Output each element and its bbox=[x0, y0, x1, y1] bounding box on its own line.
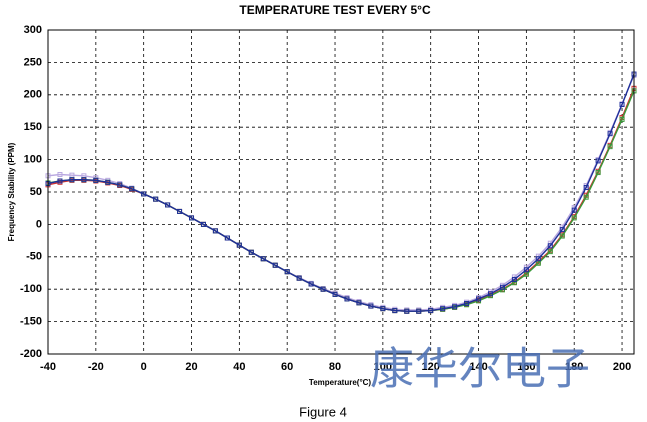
y-tick-label: 250 bbox=[24, 56, 42, 68]
point-marker bbox=[595, 170, 601, 176]
point-marker bbox=[440, 306, 446, 312]
x-tick-label: 0 bbox=[141, 361, 147, 373]
point-marker bbox=[344, 296, 350, 302]
x-tick-label: 140 bbox=[469, 361, 487, 373]
point-marker bbox=[117, 182, 123, 188]
point-marker bbox=[153, 196, 159, 202]
x-tick-label: 20 bbox=[185, 361, 197, 373]
point-marker bbox=[200, 221, 206, 227]
point-marker bbox=[535, 260, 541, 266]
point-marker bbox=[559, 227, 565, 233]
point-marker bbox=[296, 275, 302, 281]
x-axis-label: Temperature(°C) bbox=[309, 378, 372, 387]
x-tick-label: 200 bbox=[613, 361, 631, 373]
x-tick-label: 60 bbox=[281, 361, 293, 373]
x-tick-label: 160 bbox=[517, 361, 535, 373]
point-marker bbox=[320, 286, 326, 292]
point-marker bbox=[129, 186, 135, 192]
x-tick-label: 40 bbox=[233, 361, 245, 373]
point-marker bbox=[511, 280, 517, 286]
y-tick-label: 200 bbox=[24, 89, 42, 101]
point-marker bbox=[69, 172, 75, 178]
point-marker bbox=[511, 276, 517, 282]
point-marker bbox=[535, 256, 541, 262]
point-marker bbox=[212, 228, 218, 234]
point-marker bbox=[356, 300, 362, 306]
x-tick-label: 100 bbox=[374, 361, 392, 373]
y-tick-label: 300 bbox=[24, 24, 42, 36]
y-tick-label: -50 bbox=[26, 251, 42, 263]
point-marker bbox=[392, 308, 398, 314]
point-marker bbox=[332, 291, 338, 297]
point-marker bbox=[547, 249, 553, 255]
x-tick-label: 80 bbox=[329, 361, 341, 373]
y-axis-label: Frequency Stability (PPM) bbox=[7, 142, 16, 241]
point-marker bbox=[595, 158, 601, 164]
point-marker bbox=[547, 243, 553, 249]
y-tick-label: -150 bbox=[20, 316, 42, 328]
y-tick-label: 100 bbox=[24, 154, 42, 166]
plot-frame bbox=[47, 29, 635, 355]
chart-title: TEMPERATURE TEST EVERY 5°C bbox=[239, 3, 431, 17]
point-marker bbox=[428, 308, 434, 314]
point-marker bbox=[523, 271, 529, 277]
point-marker bbox=[165, 202, 171, 208]
series-line bbox=[47, 90, 635, 312]
point-marker bbox=[583, 194, 589, 200]
point-marker bbox=[189, 215, 195, 221]
point-marker bbox=[559, 233, 565, 239]
point-marker bbox=[464, 300, 470, 306]
point-marker bbox=[141, 191, 147, 197]
point-marker bbox=[177, 208, 183, 214]
y-tick-label: -200 bbox=[20, 348, 42, 360]
y-tick-label: 0 bbox=[36, 218, 42, 230]
point-marker bbox=[607, 131, 613, 137]
point-marker bbox=[619, 116, 625, 122]
point-marker bbox=[236, 242, 242, 248]
point-marker bbox=[416, 308, 422, 314]
point-marker bbox=[523, 267, 529, 273]
point-marker bbox=[476, 296, 482, 302]
series-line bbox=[47, 75, 635, 311]
point-marker bbox=[571, 207, 577, 213]
point-marker bbox=[93, 177, 99, 183]
point-marker bbox=[81, 177, 87, 183]
point-marker bbox=[619, 102, 625, 108]
y-tick-label: -100 bbox=[20, 283, 42, 295]
point-marker bbox=[272, 262, 278, 268]
point-marker bbox=[571, 215, 577, 221]
point-marker bbox=[284, 269, 290, 275]
series-line bbox=[47, 73, 635, 312]
x-tick-label: 120 bbox=[422, 361, 440, 373]
point-marker bbox=[583, 184, 589, 190]
point-marker bbox=[57, 178, 63, 184]
point-marker bbox=[380, 306, 386, 312]
point-marker bbox=[487, 291, 493, 297]
point-marker bbox=[105, 179, 111, 185]
x-tick-label: 180 bbox=[565, 361, 583, 373]
point-marker bbox=[69, 177, 75, 183]
point-marker bbox=[452, 304, 458, 310]
x-tick-label: -20 bbox=[88, 361, 104, 373]
point-marker bbox=[499, 284, 505, 290]
watermark: 康华尔电子 bbox=[370, 344, 590, 395]
caption: Figure 4 bbox=[299, 404, 347, 419]
y-tick-label: 150 bbox=[24, 121, 42, 133]
x-tick-label: -40 bbox=[40, 361, 56, 373]
point-marker bbox=[404, 308, 410, 314]
point-marker bbox=[368, 303, 374, 309]
point-marker bbox=[57, 172, 63, 178]
y-tick-label: 50 bbox=[30, 186, 42, 198]
point-marker bbox=[248, 249, 254, 255]
series-line bbox=[47, 88, 635, 312]
point-marker bbox=[260, 256, 266, 262]
point-marker bbox=[224, 235, 230, 241]
point-marker bbox=[607, 144, 613, 150]
point-marker bbox=[308, 281, 314, 287]
